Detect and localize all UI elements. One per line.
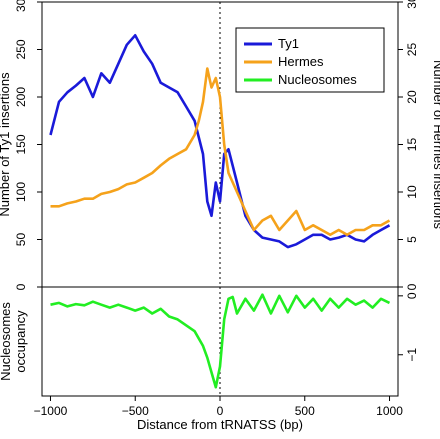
top-panel: 0 50 100 150 200 250 300 0 5 10 15 20 25 30: [14, 0, 419, 290]
y-tick-label-left: 250: [14, 39, 28, 59]
x-tick-label: 1000: [376, 404, 403, 418]
x-tick-label: 500: [295, 404, 315, 418]
x-tick-label: −1000: [34, 404, 68, 418]
legend-label-hermes: Hermes: [278, 54, 324, 69]
x-tick-label: −500: [122, 404, 149, 418]
y-tick-label-right: 5: [405, 236, 419, 243]
y-tick-label-bottom: 0: [405, 292, 419, 299]
bottom-panel: 0 −1 −1000 −500 0 500 1000: [34, 286, 419, 418]
y-tick-label-left: 0: [14, 283, 28, 290]
y-tick-label-left: 50: [14, 233, 28, 247]
y-tick-label-right: 15: [405, 138, 419, 152]
y-tick-label-right: 20: [405, 90, 419, 104]
y-tick-label-right: 10: [405, 185, 419, 199]
x-axis-label: Distance from tRNATSS (bp): [137, 417, 303, 432]
y-tick-label-left: 200: [14, 87, 28, 107]
y-axis-label-bottom-line: occupancy: [13, 310, 28, 373]
series-line-ty1: [49, 34, 391, 249]
legend: Ty1 Hermes Nucleosomes: [235, 27, 385, 93]
legend-label-ty1: Ty1: [278, 36, 299, 51]
y-tick-label-left: 300: [14, 0, 28, 12]
legend-label-nucleosomes: Nucleosomes: [278, 72, 357, 87]
y-axis-label-right: Number of Hermes insertions: [431, 60, 440, 230]
y-axis-label-left: Number of Ty1 insertions: [0, 72, 12, 217]
series-line-nucleosomes: [50, 293, 391, 389]
y-tick-label-right: 30: [405, 0, 419, 9]
y-axis-label-bottom-line: Nucleosomes: [0, 302, 13, 381]
y-tick-label-bottom: −1: [405, 348, 419, 362]
y-tick-label-right: 0: [405, 283, 419, 290]
y-tick-label-left: 150: [14, 134, 28, 154]
y-tick-label-left: 100: [14, 182, 28, 202]
series-line-hermes: [50, 67, 391, 237]
y-axis-label-bottom: Nucleosomes occupancy: [0, 302, 28, 381]
x-tick-label: 0: [217, 404, 224, 418]
y-tick-label-right: 25: [405, 43, 419, 57]
